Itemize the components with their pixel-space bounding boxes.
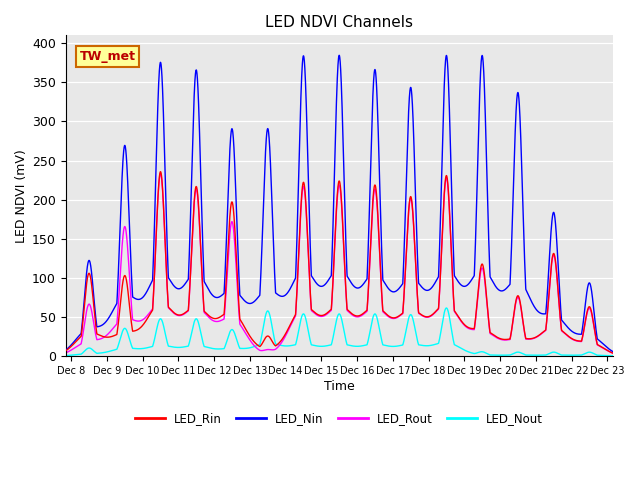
X-axis label: Time: Time [324, 380, 355, 393]
Text: TW_met: TW_met [79, 50, 136, 63]
Legend: LED_Rin, LED_Nin, LED_Rout, LED_Nout: LED_Rin, LED_Nin, LED_Rout, LED_Nout [131, 407, 548, 430]
Title: LED NDVI Channels: LED NDVI Channels [265, 15, 413, 30]
Y-axis label: LED NDVI (mV): LED NDVI (mV) [15, 149, 28, 242]
